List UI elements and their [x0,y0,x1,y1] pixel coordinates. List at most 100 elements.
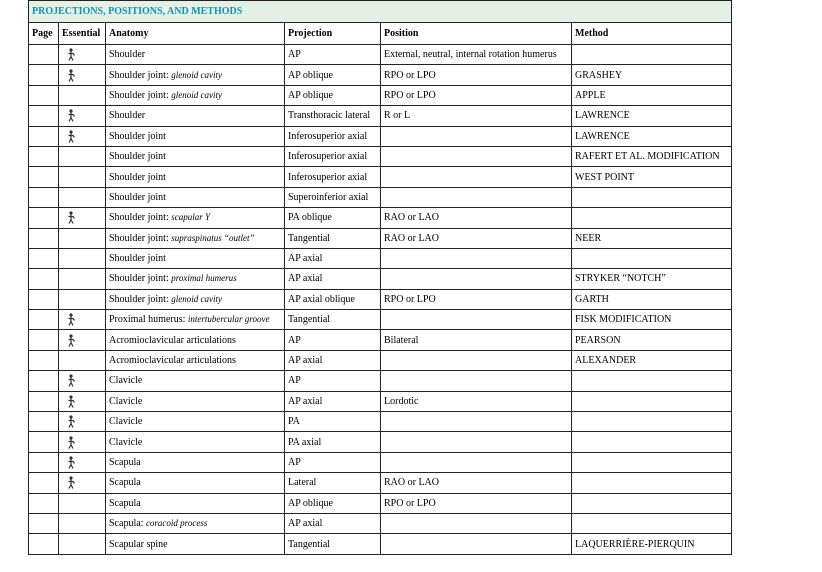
method-cell: ALEXANDER [570,349,733,372]
essential-cell [58,64,106,86]
page-cell [28,533,59,555]
anatomy-detail: coracoid process [145,518,208,529]
skeleton-figure-icon [67,130,76,143]
skeleton-figure-icon [67,374,76,388]
anatomy-cell: Shoulder [105,105,285,127]
anatomy-detail: glenoid cavity [171,293,222,304]
column-header-page: Page [28,22,59,45]
projection-cell: AP axial [284,512,381,535]
method-cell: LAWRENCE [570,125,733,147]
table-row: Scapular spine Tangential LAQUERRIÈRE-PI… [28,533,733,555]
anatomy-text: Scapula [109,457,141,468]
skeleton-figure-icon [67,476,76,490]
anatomy-text: Shoulder joint [109,191,166,203]
projection-cell: PA axial [284,431,381,453]
anatomy-text: Shoulder joint [109,151,166,163]
anatomy-text: Scapula: [109,518,146,530]
page-cell [28,370,59,392]
essential-cell [58,145,106,168]
page-cell [28,431,59,453]
column-header-projection: Projection [284,22,381,45]
table-row: Scapula AP [28,451,733,474]
skeleton-figure-icon [67,109,76,123]
essential-cell [58,288,106,311]
anatomy-cell: Shoulder joint [105,186,285,209]
essential-cell [58,309,106,331]
page-cell [28,166,59,188]
projection-cell: AP [284,451,381,474]
page-cell [28,411,59,433]
projection-cell: AP axial [284,268,381,290]
projection-cell: AP axial [284,390,381,413]
position-cell: R or L [380,105,572,127]
anatomy-detail: intertubercular groove [187,314,270,325]
anatomy-text: Shoulder joint: [109,232,172,244]
anatomy-text: Shoulder joint: [109,212,172,224]
position-cell [380,349,572,372]
skeleton-figure-icon [67,334,76,347]
table-row: Clavicle PA [28,411,733,433]
anatomy-cell: Shoulder joint [105,247,285,270]
anatomy-cell: Shoulder joint: glenoid cavity [105,64,285,86]
table-row: Proximal humerus: intertubercular groove… [28,309,733,331]
method-cell [570,390,733,413]
page-cell [28,43,59,66]
method-cell: PEARSON [570,329,733,351]
skeleton-figure-icon [67,415,76,428]
projection-cell: Superoinferior axial [284,186,381,209]
anatomy-text: Shoulder joint: [109,89,172,101]
page-cell [28,512,59,535]
page-cell [28,492,59,514]
table-row: Shoulder joint Inferosuperior axial WEST… [28,166,733,188]
anatomy-cell: Shoulder joint: proximal humerus [105,268,285,290]
anatomy-cell: Shoulder [105,43,285,66]
projection-cell: AP [284,329,381,351]
anatomy-text: Shoulder joint [109,130,166,142]
table-row: Shoulder joint: glenoid cavity AP axial … [28,288,733,311]
page-cell [28,329,59,351]
column-header-essential: Essential [58,22,106,45]
anatomy-cell: Clavicle [105,411,285,433]
table-row: Clavicle PA axial [28,431,733,453]
method-cell: GRASHEY [570,64,733,86]
position-cell: RAO or LAO [380,207,572,229]
anatomy-text: Shoulder [109,110,146,122]
anatomy-cell: Scapula [105,472,285,494]
page-cell [28,349,59,372]
page-cell [28,472,59,494]
table-row: Clavicle AP [28,370,733,392]
position-cell: RAO or LAO [380,472,572,494]
essential-cell [58,390,106,413]
position-cell [380,309,572,331]
essential-cell [58,431,106,453]
position-cell [380,125,572,147]
method-cell: STRYKER “NOTCH” [570,268,733,290]
column-header-method: Method [570,22,733,45]
essential-cell [58,451,106,474]
position-cell: Lordotic [380,390,572,413]
page-cell [28,451,59,474]
essential-cell [58,247,106,270]
anatomy-text: Shoulder joint: [109,293,172,305]
method-cell [570,247,733,270]
anatomy-cell: Clavicle [105,431,285,453]
method-cell: NEER [570,227,733,249]
position-cell [380,166,572,188]
anatomy-cell: Clavicle [105,370,285,392]
essential-cell [58,492,106,514]
page-cell [28,288,59,311]
anatomy-text: Shoulder joint: [109,273,172,285]
page-cell [28,247,59,270]
table-row: Shoulder joint Superoinferior axial [28,186,733,209]
anatomy-cell: Scapular spine [105,533,285,555]
projection-cell: Inferosuperior axial [284,145,381,168]
projection-cell: AP oblique [284,64,381,86]
anatomy-cell: Scapula [105,492,285,514]
projection-cell: AP [284,43,381,66]
position-cell: RPO or LPO [380,64,572,86]
method-cell [570,512,733,535]
position-cell [380,451,572,474]
anatomy-text: Clavicle [109,416,143,428]
anatomy-text: Proximal humerus: [109,314,188,326]
method-cell: FISK MODIFICATION [570,309,733,331]
